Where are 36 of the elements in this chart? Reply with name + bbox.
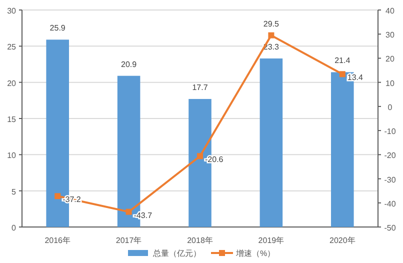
y2-tick-label: 30 xyxy=(386,30,395,40)
data-label: -37.2 xyxy=(62,195,82,204)
data-label: 25.9 xyxy=(50,24,66,33)
x-tick-label: 2018年 xyxy=(187,236,213,245)
x-tick-label: 2019年 xyxy=(258,236,284,245)
legend-label: 增速（%） xyxy=(235,249,276,258)
data-label: 21.4 xyxy=(334,56,351,66)
y-tick-label: 15 xyxy=(7,115,17,124)
y2-tick-label: -20 xyxy=(384,151,396,160)
data-label: 29.5 xyxy=(263,19,280,28)
x-tick-label: 2020年 xyxy=(330,236,356,245)
point xyxy=(126,208,132,215)
y2-tick-label: -10 xyxy=(384,127,396,136)
y2-tick-label: 10 xyxy=(386,78,395,88)
x-tick-label: 2017年 xyxy=(116,236,142,245)
bar xyxy=(260,58,283,227)
y2-tick-label: 0 xyxy=(388,102,393,112)
y2-tick-label: 40 xyxy=(386,6,395,16)
y-tick-label: 5 xyxy=(12,187,17,196)
y-tick-label: 30 xyxy=(7,6,17,16)
data-label: 17.7 xyxy=(192,82,208,92)
point xyxy=(197,153,203,160)
data-label: 20.9 xyxy=(121,60,138,69)
y-tick-label: 10 xyxy=(7,151,17,160)
y-tick-label: 0 xyxy=(12,224,17,232)
legend-label: 总量（亿元） xyxy=(152,249,201,258)
point xyxy=(268,32,274,38)
y2-tick-label: -40 xyxy=(384,199,396,208)
point xyxy=(54,193,61,200)
y-tick-label: 25 xyxy=(7,42,17,52)
point xyxy=(339,71,346,78)
y2-tick-label: -30 xyxy=(384,175,396,184)
x-tick-label: 2016年 xyxy=(44,236,70,245)
y2-tick-label: -50 xyxy=(384,224,396,232)
y-tick-label: 20 xyxy=(7,78,17,88)
y2-tick-label: 20 xyxy=(386,54,395,64)
